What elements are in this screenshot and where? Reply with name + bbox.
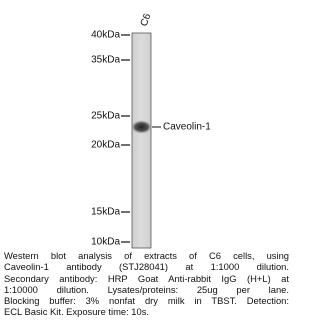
caption-line: 1:10000 dilution. Lysates/proteins: 25ug… (4, 284, 289, 295)
marker-label: 15kDa (91, 207, 120, 218)
caption-line: Secondary antibody: HRP Goat Anti-rabbit… (4, 273, 289, 284)
band (131, 120, 153, 134)
blot: C6 Caveolin-1 40kDa 35kDa 25kDa 20kDa 15kDa 1… (0, 0, 293, 250)
marker-label: 10kDa (91, 237, 120, 248)
marker-label: 40kDa (91, 30, 120, 41)
caption-line: Western blot analysis of extracts of C6 … (4, 250, 289, 261)
marker-label: 20kDa (91, 140, 120, 151)
caption-line: Caveolin-1 antibody (STJ28041) at 1:1000… (4, 261, 289, 272)
lane (132, 33, 151, 248)
band-label: Caveolin-1 (163, 122, 211, 133)
caption-line: ECL Basic Kit. Exposure time: 10s. (4, 306, 289, 317)
caption: Western blot analysis of extracts of C6 … (4, 250, 289, 318)
marker-label: 35kDa (91, 55, 120, 66)
lane-label: C6 (139, 12, 154, 28)
marker-label: 25kDa (91, 111, 120, 122)
figure: C6 Caveolin-1 40kDa 35kDa 25kDa 20kDa 15kDa 1… (0, 0, 293, 320)
caption-line: Blocking buffer: 3% nonfat dry milk in T… (4, 295, 289, 306)
